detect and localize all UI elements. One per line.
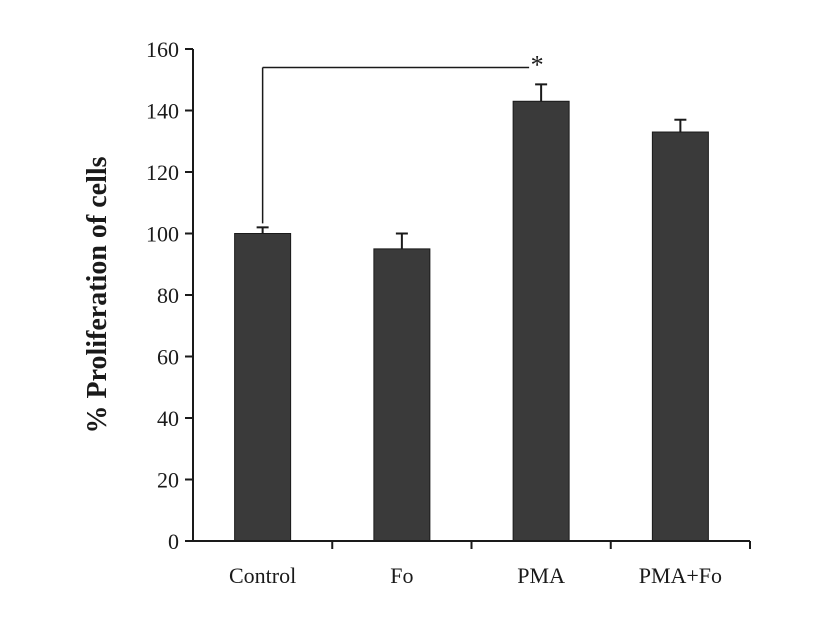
- x-category-label: Control: [229, 563, 296, 588]
- significance-marker: *: [531, 50, 544, 79]
- y-axis-title: % Proliferation of cells: [82, 156, 113, 433]
- x-category-label: PMA+Fo: [639, 563, 722, 588]
- x-axis-ticks: Control Fo PMA PMA+Fo: [229, 541, 751, 588]
- y-tick-label: 140: [146, 99, 179, 124]
- y-tick-label: 120: [146, 160, 179, 185]
- y-tick-label: 100: [146, 222, 179, 247]
- y-tick-label: 40: [157, 406, 179, 431]
- y-tick-label: 0: [168, 529, 179, 554]
- bar-pma-fo: [651, 131, 709, 542]
- x-category-label: PMA: [517, 563, 565, 588]
- bars: [234, 100, 709, 542]
- x-category-label: Fo: [390, 563, 413, 588]
- bar-fo: [373, 248, 431, 542]
- y-tick-label: 20: [157, 468, 179, 493]
- y-tick-label: 80: [157, 283, 179, 308]
- bar-pma: [512, 100, 570, 542]
- y-tick-label: 160: [146, 37, 179, 62]
- significance-bracket: *: [261, 50, 544, 224]
- y-axis-ticks: 0 20 40 60 80 100 120 140 160: [146, 37, 193, 554]
- y-tick-label: 60: [157, 345, 179, 370]
- error-bars: [256, 83, 687, 249]
- bar-control: [234, 233, 292, 542]
